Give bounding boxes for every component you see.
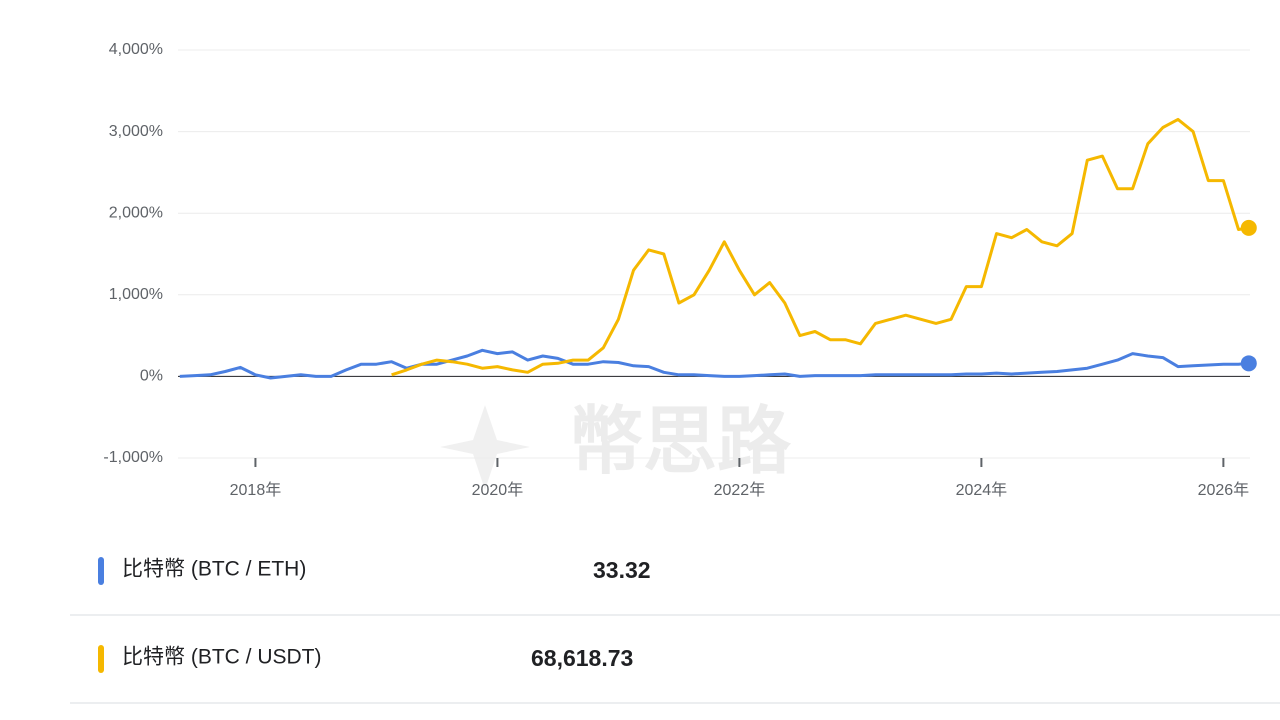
legend-name: 比特幣 (BTC / ETH) [122,558,306,581]
end-dot [1240,355,1257,372]
x-tick-label: 2020年 [472,481,524,499]
y-tick-label: -1,000% [103,449,163,466]
x-tick-label: 2018年 [230,481,282,499]
x-tick-label: 2022年 [714,481,766,499]
legend-swatch [98,557,104,585]
y-tick-label: 2,000% [109,204,163,221]
legend-name: 比特幣 (BTC / USDT) [122,646,322,669]
y-tick-label: 1,000% [109,286,163,303]
end-dot [1240,219,1257,236]
x-tick-label: 2026年 [1198,481,1250,499]
legend-swatch [98,645,104,673]
x-tick-label: 2024年 [956,481,1008,499]
y-tick-label: 0% [140,368,163,385]
series-line [391,117,1250,377]
watermark: 幣思路 [569,400,792,483]
watermark-star [440,405,530,490]
series-line [179,348,1249,380]
watermark-logo [440,405,530,490]
quote-value: 33.32 [593,557,651,583]
y-tick-label: 3,000% [109,123,163,140]
quote-value: 68,618.73 [531,645,633,671]
y-tick-label: 4,000% [109,41,163,58]
